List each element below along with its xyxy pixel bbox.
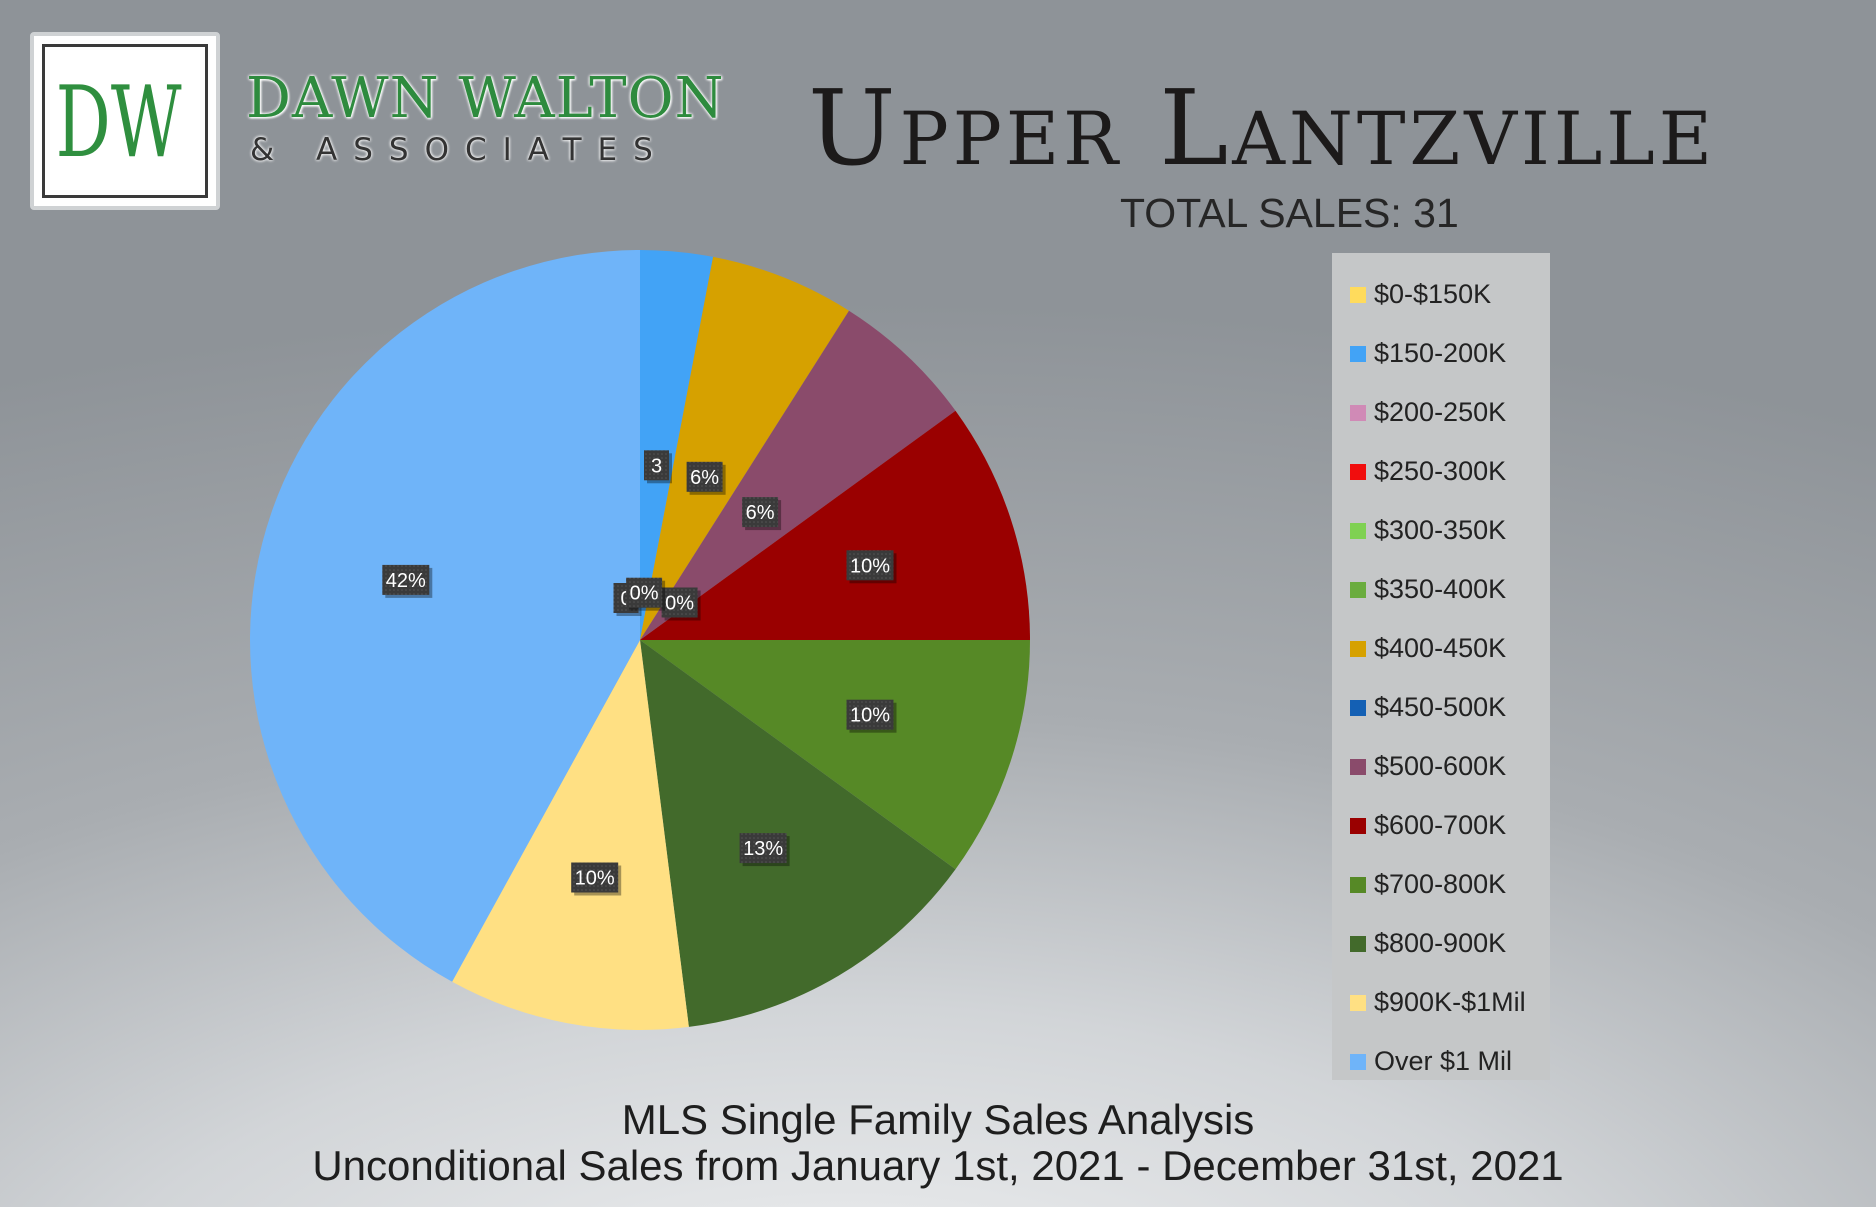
legend-swatch [1350, 699, 1366, 716]
legend-item-0-150k: $0-$150K [1332, 265, 1550, 324]
legend-swatch [1350, 522, 1366, 539]
legend-item-700-800k: $700-800K [1332, 855, 1550, 914]
pie-chart: 0 3 0% 6% 0% 6% 10% 10% 13% 10% 42% [250, 250, 1030, 1030]
data-label-700-800k: 10% [846, 699, 897, 733]
legend-swatch [1350, 994, 1366, 1011]
legend-item-800-900k: $800-900K [1332, 914, 1550, 973]
pie-slice-over-1-mil [250, 250, 640, 982]
data-label-box [644, 450, 669, 481]
data-label-text: 0 [620, 588, 631, 610]
data-label-text: 6% [746, 502, 775, 524]
data-label-400-450k: 6% [686, 461, 726, 495]
legend-swatch [1350, 463, 1366, 480]
pie-slice-700-800k [640, 640, 1030, 870]
data-label-text: 42% [386, 570, 426, 592]
legend-label: Over $1 Mil [1374, 1046, 1513, 1076]
brand-subtitle: & ASSOCIATES [250, 132, 669, 168]
data-label-box [742, 497, 779, 528]
legend-label: $0-$150K [1374, 279, 1492, 309]
legend-swatch [1350, 345, 1366, 362]
legend-label: $700-800K [1374, 869, 1507, 899]
legend-item-450-500k: $450-500K [1332, 678, 1550, 737]
data-label-box [626, 577, 663, 608]
data-label-text: 0% [665, 593, 694, 615]
data-label-600-700k: 10% [846, 550, 897, 584]
logo-monogram-d: DW [56, 66, 182, 180]
dw-monogram-icon: DW [56, 66, 182, 180]
legend-item-200-250k: $200-250K [1332, 383, 1550, 442]
data-label-box [661, 587, 698, 618]
data-label-text: 0% [630, 583, 659, 605]
legend-item-600-700k: $600-700K [1332, 796, 1550, 855]
legend-swatch [1350, 286, 1366, 303]
legend-label: $400-450K [1374, 633, 1507, 663]
data-label-450-500k: 0% [626, 577, 666, 611]
legend-swatch [1350, 817, 1366, 834]
footer-title: MLS Single Family Sales Analysis [621, 1096, 1255, 1143]
legend-label: $800-900K [1374, 928, 1507, 958]
legend-swatch [1350, 1053, 1366, 1070]
data-label-800-900k: 13% [739, 833, 790, 867]
pie-slice-400-450k [640, 256, 849, 640]
legend-item-500-600k: $500-600K [1332, 737, 1550, 796]
legend-item-over-1-mil: Over $1 Mil [1332, 1032, 1550, 1091]
logo-frame: DW [42, 44, 208, 198]
data-label-box [382, 564, 430, 595]
legend-item-400-450k: $400-450K [1332, 619, 1550, 678]
data-label-box [686, 461, 723, 492]
data-label-box [739, 833, 787, 864]
legend-label: $350-400K [1374, 574, 1507, 604]
legend-label: $200-250K [1374, 397, 1507, 427]
data-label-900k-1mil: 10% [571, 862, 622, 896]
legend-swatch [1350, 758, 1366, 775]
data-label-text: 10% [850, 555, 890, 577]
data-label-text: 6% [690, 467, 719, 489]
data-label-box [846, 550, 894, 581]
brand-name: DAWN WALTON [246, 66, 725, 131]
legend-swatch [1350, 935, 1366, 952]
pie-slice-900k-1mil [452, 640, 689, 1030]
data-label-box [571, 862, 619, 893]
legend-swatch [1350, 876, 1366, 893]
data-label-text: 10% [850, 705, 890, 727]
legend-item-250-300k: $250-300K [1332, 442, 1550, 501]
data-label-text: 3 [651, 455, 662, 477]
legend-item-150-200k: $150-200K [1332, 324, 1550, 383]
pie-slice-600-700k [640, 410, 1030, 640]
region-title: Upper Lantzville [808, 67, 1717, 189]
pie-slice-150-200k [640, 250, 714, 640]
legend-label: $250-300K [1374, 456, 1507, 486]
data-label-200-250k: 0% [661, 587, 701, 621]
legend-item-900k-1mil: $900K-$1Mil [1332, 973, 1550, 1032]
legend-label: $300-350K [1374, 515, 1507, 545]
legend-swatch [1350, 404, 1366, 421]
data-label-500-600k: 6% [742, 497, 782, 531]
data-label-over-1-mil: 42% [382, 564, 433, 598]
chart-legend: $0-$150K $150-200K $200-250K $250-300K $300-… [1332, 253, 1550, 1080]
data-label-text: 10% [575, 868, 615, 890]
total-sales: TOTAL SALES: 31 [1120, 190, 1459, 236]
legend-swatch [1350, 640, 1366, 657]
legend-item-300-350k: $300-350K [1332, 501, 1550, 560]
legend-item-350-400k: $350-400K [1332, 560, 1550, 619]
legend-label: $500-600K [1374, 751, 1507, 781]
pie-slice-500-600k [640, 310, 956, 640]
data-label-text: 13% [743, 838, 783, 860]
legend-label: $150-200K [1374, 338, 1507, 368]
data-label-150-200k: 3 [644, 450, 672, 484]
data-label-box [846, 699, 894, 730]
legend-label: $900K-$1Mil [1374, 987, 1526, 1017]
legend-label: $450-500K [1374, 692, 1507, 722]
logo: DW [30, 32, 220, 210]
legend-swatch [1350, 581, 1366, 598]
pie-slice-800-900k [640, 640, 956, 1027]
legend-label: $600-700K [1374, 810, 1507, 840]
footer-date-range: Unconditional Sales from January 1st, 20… [312, 1142, 1564, 1189]
